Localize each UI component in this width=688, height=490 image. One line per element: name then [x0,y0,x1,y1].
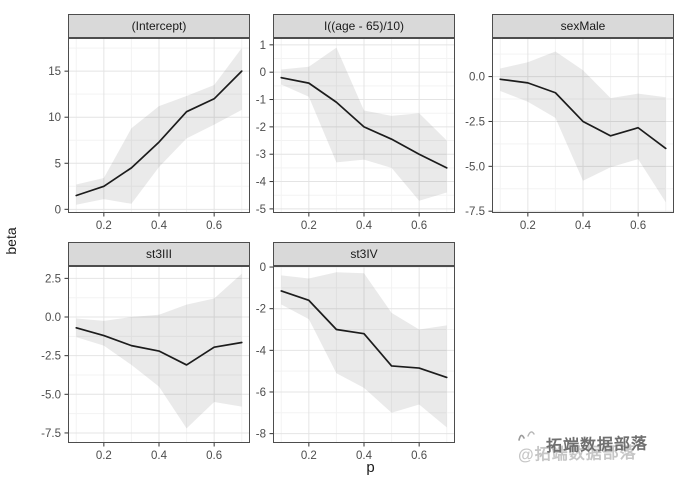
y-tick-label: -1 [256,95,266,107]
facet-strip [68,242,250,266]
x-tick-label: 0.6 [206,220,222,232]
x-axis-title: p [366,459,375,476]
y-tick-label: -2 [256,122,266,134]
watermark-front-text: 拓端数据部落 [545,435,649,456]
facet-panel: st3III 0.2 0.4 0.6 -7.5 -5.0 -2.5 0.0 2.5 [41,242,250,462]
fit-line [280,290,448,379]
x-tick-label: 0.2 [96,450,112,462]
y-tick-label: 0.0 [469,72,485,84]
confidence-ribbon [281,272,447,428]
x-tick-label: 0.4 [356,450,373,462]
y-tick-label: 5 [55,158,61,170]
facet-strip-title: (Intercept) [132,19,187,33]
y-tick-label: 0 [55,204,61,216]
x-tick-label: 0.6 [206,450,222,462]
y-tick-label: 1 [260,40,266,52]
facet-strip-title: sexMale [561,19,606,33]
fit-line [499,78,667,150]
y-tick-label: -7.5 [465,206,485,218]
x-tick-label: 0.2 [301,450,317,462]
fit-line [75,326,243,366]
x-tick-label: 0.6 [411,450,427,462]
panel-border [273,38,455,213]
facet-strip-title: I((age - 65)/10) [324,19,404,33]
facet-strip [273,14,455,38]
x-tick-label: 0.4 [151,450,168,462]
y-tick-label: -7.5 [41,428,61,440]
y-tick-label: 0 [260,67,266,79]
fit-line [280,76,448,169]
x-tick-label: 0.6 [411,220,427,232]
facet-strip [492,14,674,38]
facet-panel: st3IV 0.2 0.4 0.6 -8 -6 -4 -2 0 [256,242,455,462]
y-tick-label: 0.0 [45,312,61,324]
y-axis-title: beta [3,227,19,255]
confidence-ribbon [500,51,666,203]
y-tick-label: -2.5 [465,116,485,128]
facet-strip [68,14,250,38]
y-tick-label: 0 [260,262,266,274]
x-tick-label: 0.2 [301,220,317,232]
watermark-doodle-icon [518,431,535,441]
facet-panel: sexMale 0.2 0.4 0.6 -7.5 -5.0 -2.5 0.0 [465,14,674,232]
y-tick-label: -4 [256,177,267,189]
y-tick-label: -5 [256,204,266,216]
y-tick-label: 2.5 [45,273,61,285]
panel-border [68,266,250,443]
x-tick-label: 0.4 [356,220,373,232]
y-tick-label: -6 [256,387,266,399]
panel-border [68,38,250,213]
facet-panel: I((age - 65)/10) 0.2 0.4 0.6 -5 -4 -3 -2 -1 0 1 [256,14,455,232]
x-tick-label: 0.2 [96,220,112,232]
y-tick-label: -3 [256,149,266,161]
x-tick-label: 0.2 [520,220,536,232]
facet-strip-title: st3IV [350,247,377,261]
y-tick-label: -2 [256,304,266,316]
x-tick-label: 0.4 [575,220,592,232]
confidence-ribbon [281,47,447,201]
facet-panel: (Intercept) 0.2 0.4 0.6 0 5 10 15 [48,14,250,232]
y-tick-label: -5.0 [465,161,485,173]
y-tick-label: -8 [256,429,266,441]
y-tick-label: 15 [48,66,61,78]
facet-strip-title: st3III [146,247,172,261]
y-tick-label: -5.0 [41,389,61,401]
x-tick-label: 0.4 [151,220,168,232]
confidence-ribbon [76,48,242,205]
y-tick-label: 10 [48,112,61,124]
x-tick-label: 0.6 [630,220,646,232]
facet-strip [273,242,455,266]
panel-border [492,38,674,213]
y-tick-label: -4 [256,345,267,357]
y-tick-label: -2.5 [41,351,61,363]
panel-border [273,266,455,443]
fit-line [75,70,243,197]
